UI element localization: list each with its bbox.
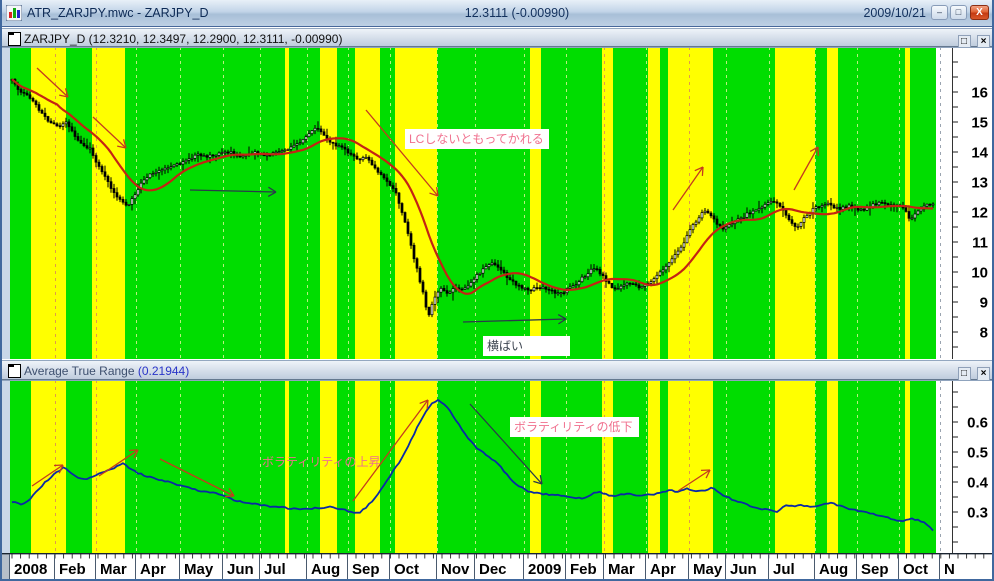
close-button[interactable]: X xyxy=(970,5,989,20)
svg-text:0.4: 0.4 xyxy=(967,475,989,492)
indicator-page-icon xyxy=(8,364,21,378)
month-label: Oct xyxy=(394,561,419,578)
atr-chart[interactable]: 0.3 0.4 0.5 0.6 xyxy=(0,380,994,553)
atr-panel-title: Average True Range (0.21944) xyxy=(24,364,189,378)
annotation-volatility-fall-note: ボラティリティの低下 xyxy=(510,417,639,437)
svg-text:10: 10 xyxy=(971,265,988,282)
time-axis: 2008 Feb Mar Apr May Jun Jul Aug Sep Oct Nov Dec 200… xyxy=(0,553,994,581)
atr-indicator-name: Average True Range xyxy=(24,364,138,378)
svg-text:0.3: 0.3 xyxy=(967,505,988,522)
month-label: Aug xyxy=(311,561,340,578)
month-label: Jun xyxy=(227,561,254,578)
month-label: May xyxy=(184,561,214,578)
month-label: Mar xyxy=(100,561,127,578)
month-label: Oct xyxy=(903,561,928,578)
svg-text:12: 12 xyxy=(971,205,988,222)
svg-text:0.5: 0.5 xyxy=(967,445,988,462)
panel-maximize-button[interactable]: □ xyxy=(957,367,971,381)
month-label: N xyxy=(944,561,955,578)
month-label: Feb xyxy=(59,561,86,578)
minimize-button[interactable]: – xyxy=(931,5,948,20)
annotation-lc-note: LCしないともってかれる xyxy=(405,129,549,149)
annotation-sideways-note: 横ばい xyxy=(483,336,570,356)
month-label: Jul xyxy=(773,561,795,578)
month-label: Jul xyxy=(264,561,286,578)
atr-indicator-value: (0.21944) xyxy=(137,364,190,378)
month-label: Aug xyxy=(819,561,848,578)
month-label: Jun xyxy=(730,561,757,578)
month-label: May xyxy=(693,561,723,578)
panel-close-button[interactable]: × xyxy=(977,367,990,381)
month-label: Feb xyxy=(570,561,597,578)
svg-text:8: 8 xyxy=(980,325,988,342)
month-label: Sep xyxy=(352,561,380,578)
window-border-left xyxy=(0,0,2,581)
svg-text:16: 16 xyxy=(971,85,988,102)
svg-text:9: 9 xyxy=(980,295,988,312)
annotation-volatility-rise-note: ボラティリティの上昇 xyxy=(262,455,381,469)
restore-button[interactable]: □ xyxy=(950,5,967,20)
atr-panel-header: Average True Range (0.21944) □ × xyxy=(0,360,994,381)
month-label: Apr xyxy=(140,561,166,578)
svg-text:11: 11 xyxy=(972,235,988,252)
svg-text:14: 14 xyxy=(971,145,988,162)
month-label: 2008 xyxy=(14,561,47,578)
price-panel-title: ZARJPY_D (12.3210, 12.3497, 12.2900, 12.… xyxy=(24,32,343,46)
price-chart[interactable]: 8 9 10 11 12 13 14 15 16 xyxy=(0,47,994,359)
svg-text:13: 13 xyxy=(971,175,988,192)
month-label: Mar xyxy=(608,561,635,578)
titlebar-date: 2009/10/21 xyxy=(863,6,926,20)
window-titlebar: ATR_ZARJPY.mwc - ZARJPY_D 12.3111 (-0.00… xyxy=(0,0,994,27)
month-label: 2009 xyxy=(528,561,561,578)
month-label: Sep xyxy=(861,561,889,578)
window-border-bottom xyxy=(0,579,994,581)
month-label: Nov xyxy=(441,561,470,578)
svg-text:0.6: 0.6 xyxy=(967,415,988,432)
window-title: ATR_ZARJPY.mwc - ZARJPY_D xyxy=(27,6,209,20)
window-border-right xyxy=(992,0,994,581)
chart-page-icon xyxy=(8,32,21,46)
app-icon xyxy=(5,4,23,22)
month-label: Apr xyxy=(650,561,676,578)
titlebar-quote: 12.3111 (-0.00990) xyxy=(464,6,570,20)
svg-text:15: 15 xyxy=(971,115,988,132)
month-label: Dec xyxy=(479,561,507,578)
price-panel-header: ZARJPY_D (12.3210, 12.3497, 12.2900, 12.… xyxy=(0,28,994,49)
